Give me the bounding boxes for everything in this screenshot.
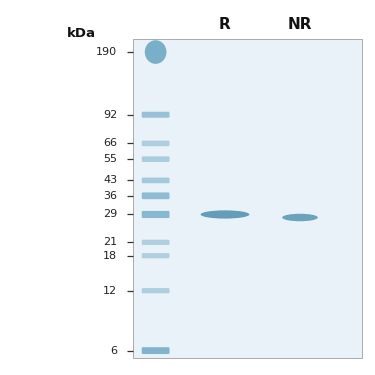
FancyBboxPatch shape xyxy=(142,211,170,218)
FancyBboxPatch shape xyxy=(142,253,170,258)
Text: 92: 92 xyxy=(103,110,117,120)
Text: 36: 36 xyxy=(104,191,117,201)
FancyBboxPatch shape xyxy=(142,347,170,354)
Text: 29: 29 xyxy=(103,210,117,219)
Text: 55: 55 xyxy=(104,154,117,164)
Text: 21: 21 xyxy=(103,237,117,248)
FancyBboxPatch shape xyxy=(142,141,170,146)
FancyBboxPatch shape xyxy=(142,192,170,199)
Ellipse shape xyxy=(201,210,249,219)
Text: 66: 66 xyxy=(104,138,117,148)
FancyBboxPatch shape xyxy=(142,240,170,245)
FancyBboxPatch shape xyxy=(142,288,170,293)
Text: kDa: kDa xyxy=(67,27,96,40)
Bar xyxy=(133,39,362,358)
Text: 43: 43 xyxy=(103,176,117,185)
FancyBboxPatch shape xyxy=(142,112,170,118)
Text: NR: NR xyxy=(288,17,312,32)
Text: 6: 6 xyxy=(110,346,117,355)
Text: R: R xyxy=(219,17,231,32)
Ellipse shape xyxy=(145,40,166,64)
Text: 18: 18 xyxy=(103,251,117,261)
Ellipse shape xyxy=(282,214,318,221)
Text: 12: 12 xyxy=(103,286,117,296)
Text: 190: 190 xyxy=(96,47,117,57)
FancyBboxPatch shape xyxy=(142,178,170,183)
FancyBboxPatch shape xyxy=(142,156,170,162)
